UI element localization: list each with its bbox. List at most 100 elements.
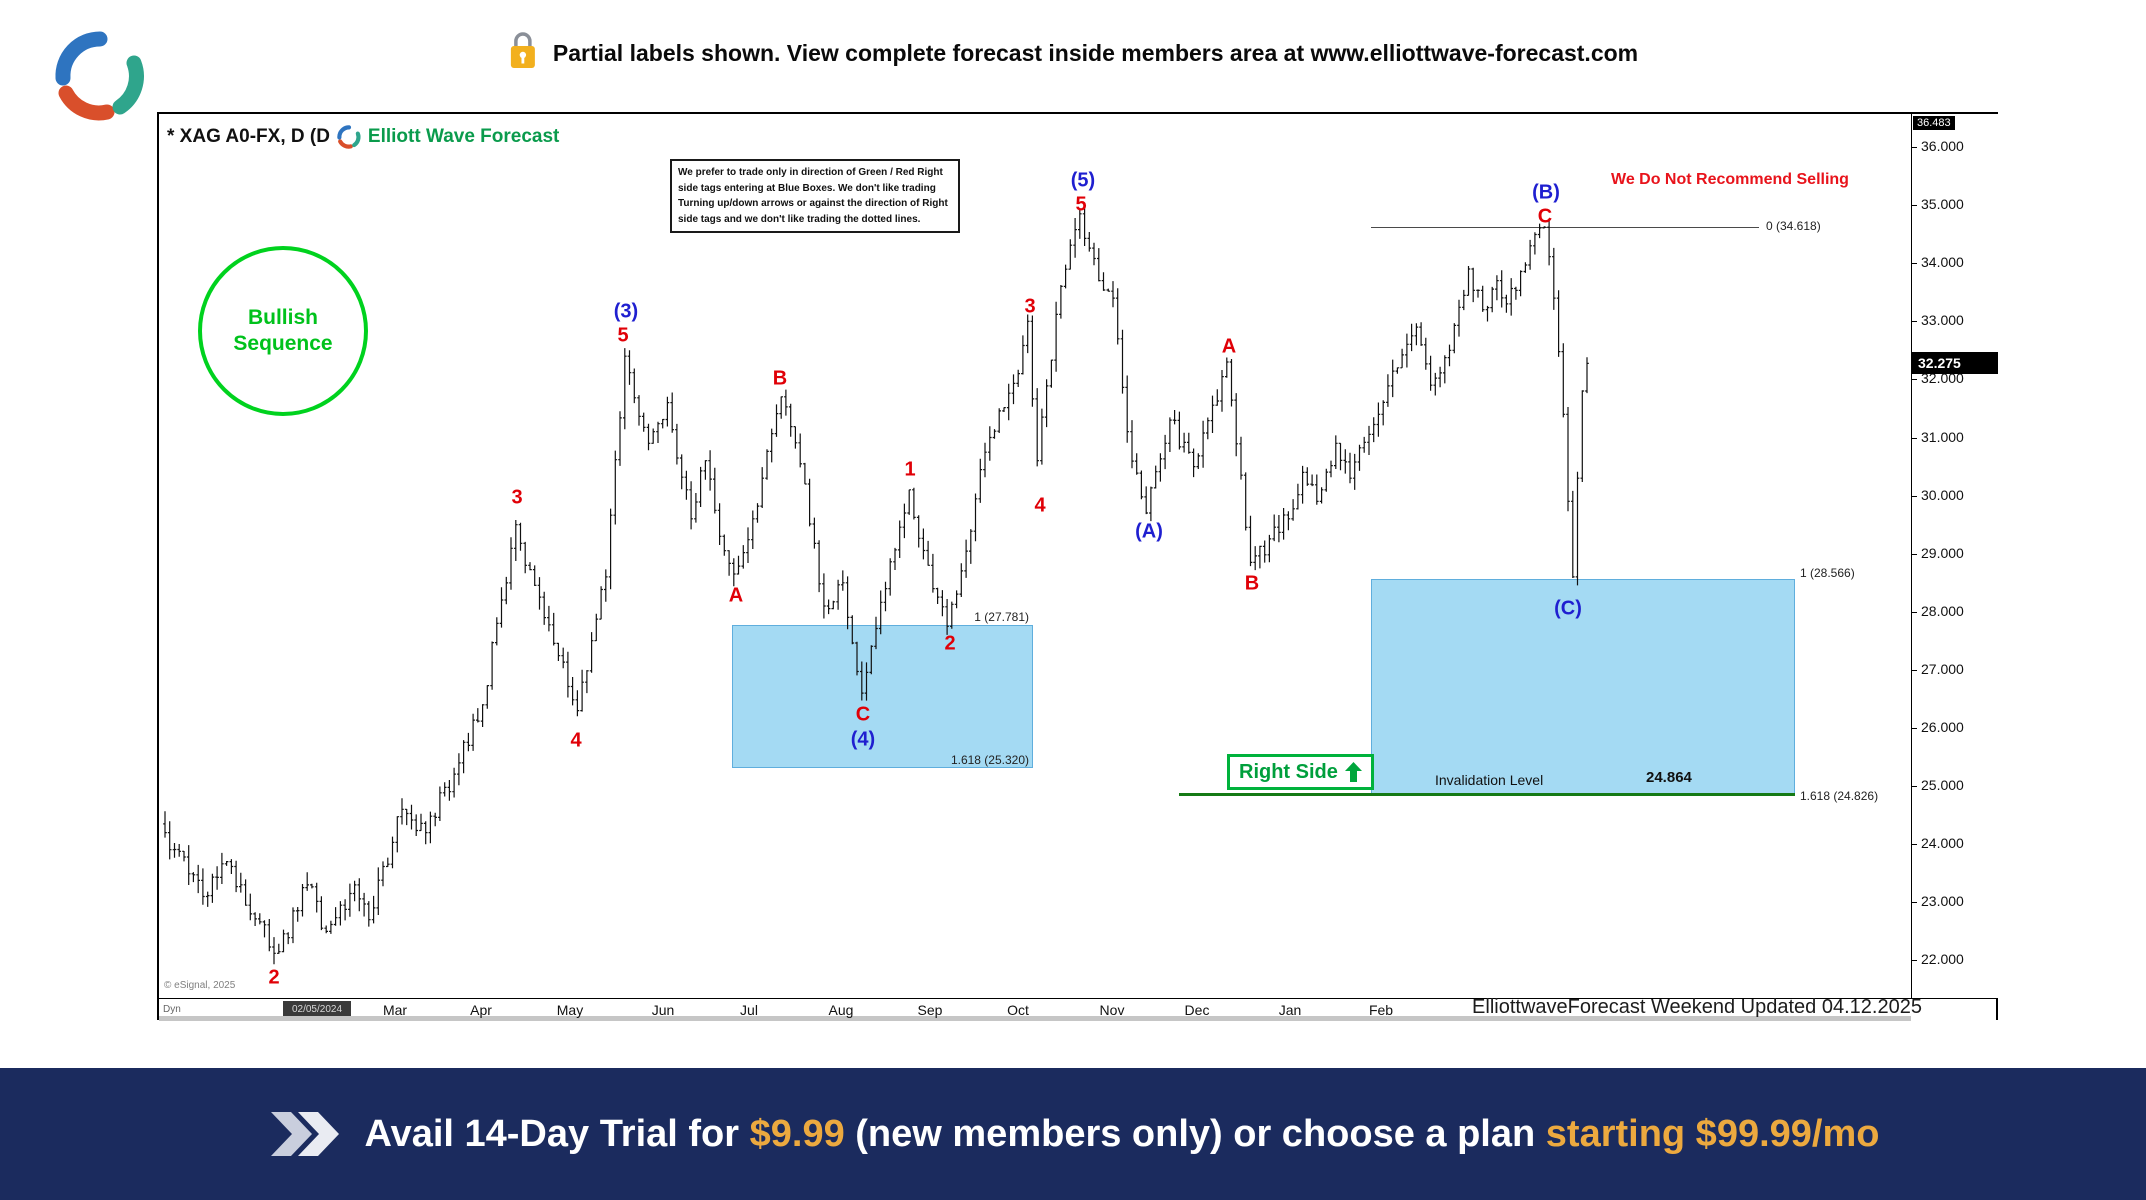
header-notice: Partial labels shown. View complete fore… [508,30,1638,76]
wave-label-B: B [772,367,788,390]
plot-area: 1 (27.781) 1.618 (25.320) 1 (28.566) 1.618 … [159,114,1911,998]
price-chart: * XAG A0-FX, D (D Elliott Wave Forecast … [157,112,1998,1021]
price-tick-label: 23.000 [1921,893,1964,910]
price-tick-mark [1912,495,1917,497]
price-axis: 36.483 32.275 36.000 35.000 34.000 33.000 32… [1911,114,1998,998]
disclaimer-line: Turning up/down arrows or against the di… [678,198,948,209]
double-chevron-icon [267,1109,339,1159]
price-tick-label: 24.000 [1921,835,1964,852]
badge-line1: Bullish [247,305,318,329]
fib-level-line [1371,226,1759,228]
disclaimer-line: We prefer to trade only in direction of … [678,167,943,178]
badge-line2: Sequence [233,332,333,355]
time-scrollbar[interactable] [159,1016,1911,1021]
promo-part2: (new members only) or choose a plan [844,1112,1546,1155]
axis-mode-label[interactable]: Dyn [163,1004,181,1015]
promo-price: $9.99 [749,1112,845,1155]
wave-label-sAs: (A) [1135,520,1163,543]
wave-label-A: A [728,584,744,607]
price-tick-label: 28.000 [1921,602,1964,619]
price-tick-label: 29.000 [1921,544,1964,561]
time-axis: Dyn 02/05/2024 ElliottwaveForecast Weeke… [159,996,1996,1021]
price-tick-label: 30.000 [1921,486,1964,503]
wave-label-s4s: (4) [850,728,876,751]
wave-label-sBs: (B) [1532,181,1560,204]
wave-label-1: 1 [904,458,916,481]
price-tick-mark [1912,844,1917,846]
brand-name: Elliott Wave Forecast [367,126,560,147]
promo-part1: Avail 14-Day Trial for [364,1112,750,1155]
month-label-mar: Mar [382,1002,408,1018]
invalidation-label: Invalidation Level [1435,772,1544,788]
price-tick-label: 22.000 [1921,951,1964,968]
price-tick-mark [1912,611,1917,613]
price-tick-label: 26.000 [1921,719,1964,735]
promo-text: Avail 14-Day Trial for $9.99 (new member… [365,1113,1880,1156]
wave-label-3: 3 [511,486,523,509]
header-notice-text: Partial labels shown. View complete fore… [552,39,1639,66]
fib-label: 1.618 (25.320) [950,752,1029,767]
last-price-badge: 32.275 [1912,352,1998,375]
date-box[interactable]: 02/05/2024 [283,1001,351,1018]
blue-box [732,624,1033,768]
month-label-nov: Nov [1099,1002,1125,1018]
fib-label: 1 (28.566) [1800,565,1855,580]
price-tick-mark [1912,321,1917,323]
wave-label-5: 5 [1075,193,1087,216]
session-high-badge: 36.483 [1913,116,1955,130]
wave-label-5: 5 [617,324,629,347]
price-tick-mark [1912,147,1917,148]
price-tick-label: 31.000 [1921,428,1964,445]
price-tick-mark [1912,437,1917,439]
page-header: Partial labels shown. View complete fore… [0,0,2146,121]
lock-icon [508,30,538,76]
month-label-oct: Oct [1007,1002,1029,1018]
fib-level-line [1179,792,1795,796]
update-watermark: ElliottwaveForecast Weekend Updated 04.1… [1472,996,1922,1018]
disclaimer-line: side tags and we don't like trading the … [678,213,921,225]
trading-disclaimer-box: We prefer to trade only in direction of … [670,159,960,233]
promo-banner: Avail 14-Day Trial for $9.99 (new member… [0,1068,2146,1200]
ewf-logo-icon [50,26,150,126]
no-sell-note: We Do Not Recommend Selling [1611,171,1849,188]
month-label-jul: Jul [740,1002,758,1018]
right-side-label: Right Side [1239,760,1338,783]
wave-label-A: A [1221,335,1237,358]
month-label-feb: Feb [1368,1002,1394,1018]
price-tick-label: 27.000 [1921,660,1964,677]
wave-label-3: 3 [1024,295,1036,318]
ewf-mini-logo-icon [336,124,362,150]
price-tick-mark [1912,553,1917,555]
wave-label-C: C [855,703,871,726]
blue-box [1371,578,1795,797]
price-tick-mark [1912,786,1917,788]
wave-label-2: 2 [944,632,956,655]
esignal-copyright: © eSignal, 2025 [164,980,236,991]
price-tick-label: 25.000 [1921,777,1964,794]
wave-label-4: 4 [1034,494,1046,517]
month-label-apr: Apr [470,1002,492,1018]
bullish-sequence-badge: Bullish Sequence [198,246,368,416]
fib-label: 1 (27.781) [974,609,1029,624]
promo-plan: starting $99.99/mo [1545,1112,1880,1155]
price-tick-mark [1912,205,1917,207]
price-bars [163,202,1589,965]
price-tick-label: 34.000 [1921,254,1964,271]
price-tick-mark [1912,902,1917,904]
price-tick-mark [1912,669,1917,671]
price-tick-mark [1912,960,1917,962]
disclaimer-line: side tags entering at Blue Boxes. We don… [678,182,936,194]
price-tick-label: 35.000 [1921,196,1964,213]
price-tick-mark [1912,379,1917,381]
fib-label: 1.618 (24.826) [1800,789,1879,804]
wave-label-s3s: (3) [613,300,639,323]
month-label-jun: Jun [651,1002,675,1018]
wave-label-2: 2 [268,966,280,989]
chart-title-row: * XAG A0-FX, D (D Elliott Wave Forecast [167,124,559,150]
invalidation-value: 24.864 [1646,769,1692,786]
wave-label-sCs: (C) [1554,597,1582,620]
price-tick-label: 36.000 [1921,138,1964,154]
price-tick-mark [1912,728,1917,729]
wave-label-s5s: (5) [1070,169,1096,192]
up-arrow-icon [1344,762,1362,782]
